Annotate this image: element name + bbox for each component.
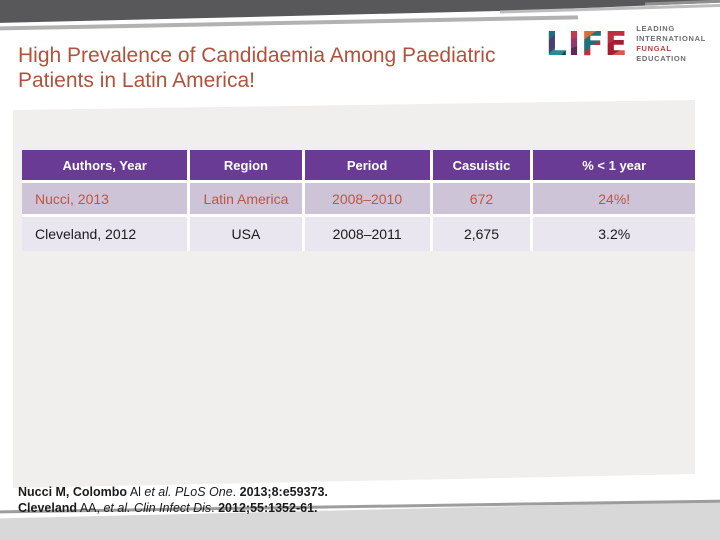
tagline-leading: LEADING (636, 24, 675, 33)
tagline-education: EDUCATION (636, 53, 687, 63)
cell-region: USA (190, 217, 305, 251)
life-logo: L I F E LEADING INTERNATIONAL FUNGAL EDU… (546, 24, 706, 64)
header-cell-casuistic: Casuistic (432, 150, 534, 183)
citation-segment: Cleveland (18, 500, 78, 515)
table-row-nucci: Nucci, 2013 Latin America 2008–2010 672 … (22, 183, 695, 217)
header-cell-region: Region (190, 150, 305, 183)
citation-segment: 2013;8:e59373. (239, 485, 328, 499)
header-cell-pct-under-1: % < 1 year (533, 150, 695, 183)
citation-segment: et al. Clin Infect Dis (103, 500, 212, 515)
table-row-cleveland: Cleveland, 2012 USA 2008–2011 2,675 3.2% (22, 217, 695, 251)
citations: Nucci M, Colombo Al et al. PLoS One. 201… (18, 485, 448, 516)
cell-region: Latin America (190, 183, 305, 217)
cell-casuistic: 2,675 (432, 217, 534, 251)
citation-segment: . (232, 485, 240, 499)
candidaemia-table: Authors, Year Region Period Casuistic % … (22, 150, 695, 251)
citation-segment: . (211, 500, 219, 515)
citation-segment: et al. PLoS One (144, 485, 233, 499)
citation-segment: Nucci M, Colombo (18, 485, 128, 499)
cell-author-year: Cleveland, 2012 (22, 217, 191, 251)
citation-segment: Al (127, 485, 145, 499)
citation-segment: 2012;55:1352-61. (218, 500, 318, 515)
cell-author-year: Nucci, 2013 (22, 183, 191, 217)
cell-casuistic: 672 (432, 183, 534, 217)
cell-pct-under-1: 3.2% (533, 217, 695, 251)
logo-letter-i: I (567, 24, 581, 64)
header-cell-period: Period (304, 150, 433, 183)
page-title: High Prevalence of Candidaemia Among Pae… (18, 44, 496, 92)
tagline-international: INTERNATIONAL (636, 33, 706, 43)
logo-letter-e: E (604, 24, 628, 64)
logo-letter-l: L (545, 24, 567, 64)
citation-nucci: Nucci M, Colombo Al et al. PLoS One. 201… (18, 485, 448, 501)
life-logo-tagline: LEADING INTERNATIONAL FUNGAL EDUCATION (636, 24, 706, 64)
table-header-row: Authors, Year Region Period Casuistic % … (22, 150, 695, 183)
header-cell-authors-year: Authors, Year (22, 150, 191, 183)
tagline-fungal: FUNGAL (636, 43, 672, 53)
citation-cleveland: Cleveland AA, et al. Clin Infect Dis. 20… (18, 501, 448, 517)
cell-period: 2008–2010 (304, 183, 433, 217)
citation-segment: AA, (77, 500, 104, 515)
cell-pct-under-1: 24%! (533, 183, 695, 217)
life-logo-wordmark: L I F E (546, 27, 627, 60)
cell-period: 2008–2011 (304, 217, 433, 251)
logo-letter-f: F (581, 24, 604, 64)
